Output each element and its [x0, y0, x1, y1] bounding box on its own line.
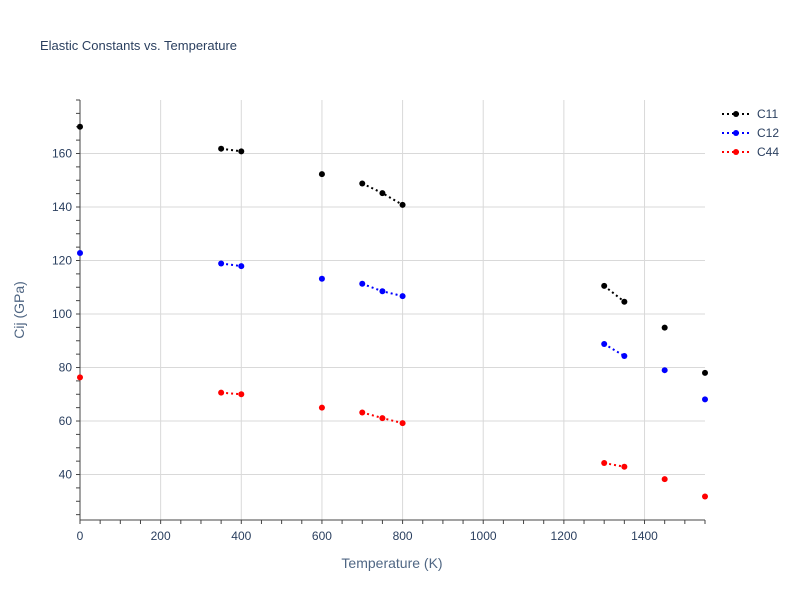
data-point[interactable] [359, 409, 366, 416]
legend-item-c12[interactable]: C12 [722, 126, 779, 140]
data-point[interactable] [359, 280, 366, 287]
y-tick-label: 160 [52, 147, 72, 161]
data-point[interactable] [77, 123, 83, 130]
x-tick-label: 0 [77, 529, 84, 543]
data-point[interactable] [601, 282, 608, 289]
data-point[interactable] [318, 404, 325, 411]
data-point[interactable] [218, 145, 225, 152]
x-tick-label: 600 [312, 529, 332, 543]
series-line [603, 343, 625, 357]
series-line [603, 285, 625, 303]
x-tick-label: 1400 [631, 529, 658, 543]
legend[interactable]: C11 C12 C44 [722, 107, 779, 159]
data-point[interactable] [702, 396, 708, 403]
legend-swatch-marker [733, 130, 739, 136]
legend-item-c11[interactable]: C11 [722, 107, 778, 121]
x-tick-label: 200 [151, 529, 171, 543]
series-line [604, 462, 625, 468]
series-line [221, 391, 242, 396]
axes-layer: 0 200 400 600 800 1000 1200 1400 40 60 80 100 120 140… [52, 99, 706, 543]
y-axis-title: Cij (GPa) [11, 281, 27, 339]
data-point[interactable] [661, 476, 668, 483]
data-point[interactable] [379, 190, 386, 197]
series-c11 [77, 123, 708, 376]
x-tick-label: 1200 [551, 529, 578, 543]
series-layer [77, 123, 708, 500]
chart-title: Elastic Constants vs. Temperature [40, 38, 237, 53]
x-axis-title: Temperature (K) [341, 555, 442, 571]
data-point[interactable] [702, 493, 708, 500]
data-point[interactable] [77, 250, 83, 257]
data-point[interactable] [621, 298, 628, 305]
y-tick-label: 60 [59, 414, 73, 428]
data-point[interactable] [218, 260, 225, 267]
data-point[interactable] [238, 263, 245, 270]
y-tick-label: 80 [59, 361, 73, 375]
y-tick-label: 100 [52, 307, 72, 321]
data-point[interactable] [399, 201, 406, 208]
legend-swatch-marker [733, 111, 739, 117]
data-point[interactable] [238, 391, 245, 398]
legend-label: C44 [757, 145, 779, 159]
x-tick-label: 400 [231, 529, 251, 543]
data-point[interactable] [399, 420, 406, 427]
legend-swatch-marker [733, 149, 739, 155]
data-point[interactable] [318, 275, 325, 282]
data-point[interactable] [379, 415, 386, 422]
y-tick-label: 40 [59, 468, 73, 482]
data-point[interactable] [318, 171, 325, 178]
data-point[interactable] [359, 180, 366, 187]
data-point[interactable] [661, 324, 668, 331]
legend-item-c44[interactable]: C44 [722, 145, 779, 159]
legend-label: C12 [757, 126, 779, 140]
data-point[interactable] [77, 374, 83, 381]
data-point[interactable] [621, 463, 628, 470]
series-c44 [77, 374, 708, 500]
x-tick-label: 800 [393, 529, 413, 543]
data-point[interactable] [218, 389, 225, 396]
data-point[interactable] [661, 367, 668, 374]
y-tick-label: 140 [52, 200, 72, 214]
data-point[interactable] [601, 340, 608, 347]
data-point[interactable] [399, 293, 406, 300]
data-point[interactable] [702, 369, 708, 376]
data-point[interactable] [621, 353, 628, 360]
data-point[interactable] [379, 288, 386, 295]
y-tick-label: 120 [52, 254, 72, 268]
legend-label: C11 [757, 107, 778, 121]
grid-layer [80, 100, 705, 520]
series-line [220, 262, 242, 268]
data-point[interactable] [601, 460, 608, 467]
series-c12 [77, 250, 708, 403]
series-line [220, 147, 242, 153]
data-point[interactable] [238, 148, 245, 155]
x-tick-label: 1000 [470, 529, 497, 543]
